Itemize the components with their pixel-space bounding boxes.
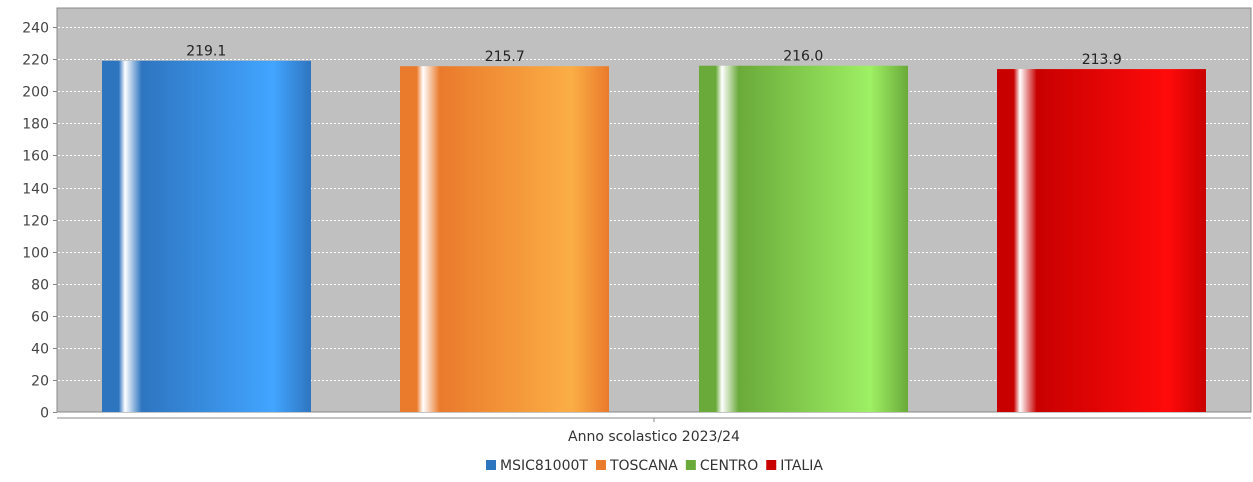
bar-toscana: [400, 66, 609, 412]
y-tick-label: 180: [22, 117, 49, 133]
y-tick-label: 0: [40, 406, 49, 422]
legend-item-centro: CENTRO: [685, 458, 758, 474]
legend-swatch: [685, 460, 696, 470]
legend-item-msic81000t: MSIC81000T: [486, 458, 588, 474]
legend-swatch: [766, 460, 777, 470]
y-tick-label: 80: [31, 278, 49, 294]
legend-swatch: [595, 460, 606, 470]
value-label-italia: 213.9: [1082, 52, 1122, 68]
bars: [102, 60, 1206, 412]
value-label-toscana: 215.7: [485, 49, 525, 65]
y-tick-label: 60: [31, 310, 49, 326]
y-tick-label: 200: [22, 85, 49, 101]
bar-centro: [699, 65, 908, 412]
legend-swatch: [486, 460, 496, 470]
legend-label: ITALIA: [780, 458, 823, 474]
legend: MSIC81000T TOSCANA CENTRO ITALIA: [486, 458, 823, 474]
y-tick-label: 20: [31, 374, 49, 390]
y-tick-label: 220: [22, 53, 49, 69]
bar-italia: [997, 69, 1206, 412]
value-labels: 219.1 215.7 216.0 213.9: [186, 44, 1122, 68]
y-tick-label: 140: [22, 182, 49, 198]
y-axis: 0 20 40 60 80 100 120 140 160 180 200 220 240: [22, 8, 58, 422]
x-axis: Anno scolastico 2023/24: [57, 417, 1251, 445]
y-tick-label: 160: [22, 149, 49, 165]
value-label-centro: 216.0: [783, 49, 823, 65]
legend-label: TOSCANA: [609, 458, 678, 474]
y-tick-label: 240: [22, 21, 49, 37]
legend-label: MSIC81000T: [500, 458, 588, 474]
y-tick-label: 120: [22, 214, 49, 230]
value-label-msic81000t: 219.1: [186, 44, 226, 60]
legend-item-italia: ITALIA: [766, 458, 823, 474]
y-tick-label: 40: [31, 342, 49, 358]
x-category-label: Anno scolastico 2023/24: [568, 429, 740, 445]
y-tick-label: 100: [22, 246, 49, 262]
legend-label: CENTRO: [700, 458, 758, 474]
bar-msic81000t: [102, 60, 311, 412]
legend-item-toscana: TOSCANA: [595, 458, 678, 474]
